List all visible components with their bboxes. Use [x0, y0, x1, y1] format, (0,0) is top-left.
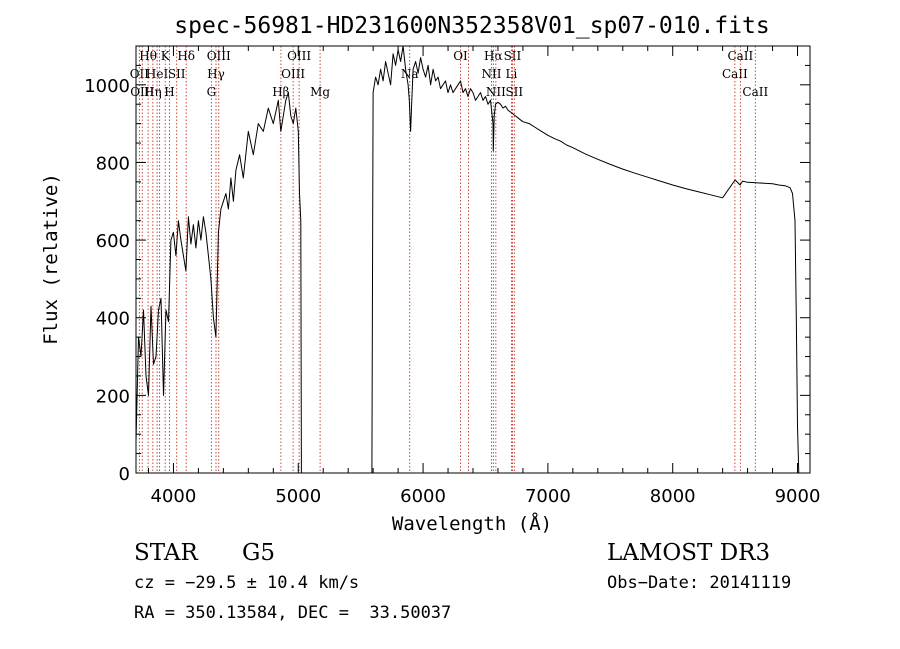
marker-label: Hδ [177, 49, 195, 63]
marker-label: G [207, 85, 217, 99]
marker-label: H [164, 85, 174, 99]
survey-name: LAMOST DR3 [607, 540, 771, 566]
x-tick-label: 4000 [151, 486, 197, 507]
marker-label: OIII [207, 49, 231, 63]
plot-frame [135, 45, 811, 474]
marker-label: Hθ [139, 49, 157, 63]
marker-label: CaII [722, 67, 748, 81]
flux-line [135, 92, 302, 474]
marker-label: Na [401, 67, 419, 81]
y-tick-label: 400 [96, 309, 130, 330]
marker-label: HeI [146, 67, 169, 81]
marker-label: NII [486, 85, 506, 99]
observation-date: Obs−Date: 20141119 [607, 573, 792, 593]
object-type: STAR [134, 540, 198, 566]
marker-label: Hα [484, 49, 503, 63]
marker-label: OIII [281, 67, 305, 81]
chart-title: spec-56981-HD231600N352358V01_sp07-010.f… [174, 13, 769, 39]
marker-label: Hγ [207, 67, 225, 81]
marker-label: SII [504, 49, 522, 63]
x-tick-label: 9000 [775, 486, 821, 507]
marker-label: CaII [727, 49, 753, 63]
x-tick-label: 6000 [400, 486, 446, 507]
y-axis: 0 200 400 600 800 1000 [84, 45, 810, 485]
y-tick-label: 200 [96, 386, 130, 407]
sky-coordinates: RA = 350.13584, DEC = 33.50037 [134, 603, 452, 623]
marker-label: Hβ [272, 85, 289, 99]
marker-label: NII [481, 67, 501, 81]
flux-line [371, 45, 800, 474]
x-tick-label: 7000 [525, 486, 571, 507]
redshift-value: cz = −29.5 ± 10.4 km/s [134, 573, 360, 593]
marker-label: OI [453, 49, 468, 63]
marker-label: Li [506, 67, 518, 81]
y-tick-label: 0 [119, 464, 130, 485]
marker-label: CaII [742, 85, 768, 99]
marker-label: OII [130, 67, 150, 81]
y-axis-label: Flux (relative) [40, 173, 62, 345]
spectral-subclass: G5 [242, 540, 276, 566]
marker-label: Mg [310, 85, 330, 99]
x-tick-label: 5000 [275, 486, 321, 507]
x-axis: 4000 5000 6000 7000 8000 9000 [147, 46, 821, 507]
y-tick-label: 600 [96, 231, 130, 252]
marker-label: Hη [144, 85, 162, 99]
x-axis-label: Wavelength (Å) [392, 512, 552, 535]
marker-label: SII [168, 67, 186, 81]
emission-line-markers: OIIOIIIHθHηHeIKHSIIHδGHγOIIIHβOIIIOIIIMg… [130, 46, 768, 473]
y-tick-label: 800 [96, 153, 130, 174]
marker-label: SII [505, 85, 523, 99]
marker-label: K [161, 49, 171, 63]
flux-series [135, 45, 800, 474]
marker-label: OIII [287, 49, 311, 63]
y-tick-label: 1000 [84, 76, 130, 97]
x-tick-label: 8000 [650, 486, 696, 507]
